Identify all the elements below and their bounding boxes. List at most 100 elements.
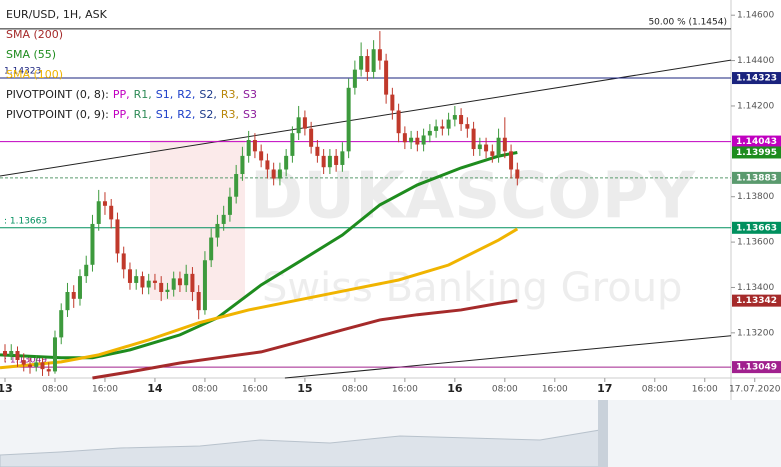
candle-body <box>184 273 189 286</box>
level-box <box>732 361 781 374</box>
fib-label: 50.00 % (1.1454) <box>648 17 727 27</box>
candle-body <box>234 174 239 197</box>
candle-body <box>65 292 70 311</box>
candle-body <box>484 144 489 152</box>
candle-body <box>502 137 507 152</box>
candle-body <box>77 276 82 299</box>
candle-body <box>171 278 176 290</box>
x-tick-label: 16:00 <box>242 385 268 395</box>
pivot-prefix: PIVOTPOINT (0, 8): <box>6 88 109 101</box>
y-tick-label: 1.13400 <box>737 283 774 293</box>
x-tick-label: 16:00 <box>392 385 418 395</box>
candle-body <box>446 119 451 129</box>
sma-line <box>0 150 518 360</box>
candle-body <box>152 280 157 283</box>
pivot-item: R3, <box>221 108 239 121</box>
pivot-item: PP, <box>113 88 130 101</box>
candle-body <box>515 169 520 179</box>
x-tick-label: 13 <box>0 382 13 395</box>
x-tick-label: 17 <box>597 382 612 395</box>
pivot-item: S3 <box>243 88 257 101</box>
candle-body <box>46 369 51 372</box>
candle-body <box>146 280 151 288</box>
candle-body <box>140 276 145 288</box>
x-tick-label: 15 <box>297 382 312 395</box>
sma-line <box>92 299 518 380</box>
x-tick-label: 17.07.2020 <box>729 385 781 395</box>
pivot-item: S1, <box>156 88 173 101</box>
candle-body <box>409 137 414 143</box>
level-label: 1.13663 <box>736 223 777 233</box>
pivot-item: R2, <box>177 108 195 121</box>
candle-body <box>296 117 301 134</box>
candle-body <box>121 253 126 270</box>
candle-body <box>359 56 364 70</box>
legend-entry: SMA (200) <box>6 28 63 41</box>
candle-body <box>265 160 270 170</box>
candle-body <box>440 126 445 129</box>
pivot-item: R2, <box>177 88 195 101</box>
legend-entry: SMA (55) <box>6 48 56 61</box>
x-tick-label: 08:00 <box>642 385 668 395</box>
x-tick-label: 08:00 <box>192 385 218 395</box>
candle-body <box>402 133 407 143</box>
candle-body <box>21 360 26 365</box>
last-price-label: 1.13883 <box>736 173 777 183</box>
candle-body <box>284 155 289 170</box>
x-tick-label: 16 <box>447 382 463 395</box>
candle-body <box>315 146 320 156</box>
candle-body <box>177 278 182 286</box>
pivot-item: S3 <box>243 108 257 121</box>
candle-body <box>2 351 7 356</box>
candle-body <box>277 169 282 179</box>
pivot-prefix: PIVOTPOINT (0, 9): <box>6 108 109 121</box>
x-tick-label: 16:00 <box>692 385 718 395</box>
x-tick-label: 14 <box>147 382 163 395</box>
pivot-legend: PIVOTPOINT (0, 9): PP, R1, S1, R2, S2, R3, S3 <box>6 108 257 121</box>
level-left-label: : 1.13663 <box>4 216 47 226</box>
candle-body <box>71 292 76 299</box>
pivot-item: R1, <box>134 88 152 101</box>
candle-body <box>115 219 120 254</box>
candle-body <box>190 273 195 293</box>
candle-body <box>109 205 114 220</box>
x-tick-label: 16:00 <box>92 385 118 395</box>
candle-body <box>159 282 164 293</box>
chart-title: EUR/USD, 1H, ASK <box>6 8 108 21</box>
candle-body <box>227 196 232 215</box>
level-box <box>732 135 781 148</box>
sma-last-label: 1.13995 <box>736 148 777 158</box>
candle-body <box>427 130 432 136</box>
candle-body <box>165 289 170 293</box>
watermark-brand: DUKASCOPY <box>250 160 696 234</box>
candle-body <box>59 310 64 338</box>
candle-body <box>396 110 401 134</box>
candle-body <box>509 151 514 170</box>
level-left-label: 1.14323 <box>4 67 41 77</box>
pivot-item: S2, <box>199 88 216 101</box>
x-tick-label: 08:00 <box>492 385 518 395</box>
candle-body <box>452 115 457 120</box>
candle-body <box>465 124 470 129</box>
candle-body <box>309 128 314 147</box>
y-tick-label: 1.14200 <box>737 101 774 111</box>
pivot-item: R3, <box>221 88 239 101</box>
candle-body <box>127 269 132 283</box>
pivot-item: S2, <box>199 108 216 121</box>
candle-body <box>209 237 214 261</box>
candle-body <box>84 264 89 277</box>
candle-body <box>390 94 395 111</box>
pivot-item: R1, <box>134 108 152 121</box>
sma-last-label: 1.13342 <box>736 296 777 306</box>
candle-body <box>240 155 245 175</box>
candle-body <box>52 337 57 372</box>
candle-body <box>15 351 20 361</box>
level-box <box>732 72 781 85</box>
candle-body <box>246 139 251 156</box>
y-tick-label: 1.13800 <box>737 192 774 202</box>
candle-body <box>371 49 376 72</box>
candle-body <box>90 223 95 265</box>
candle-body <box>471 128 476 150</box>
candle-body <box>40 362 45 370</box>
